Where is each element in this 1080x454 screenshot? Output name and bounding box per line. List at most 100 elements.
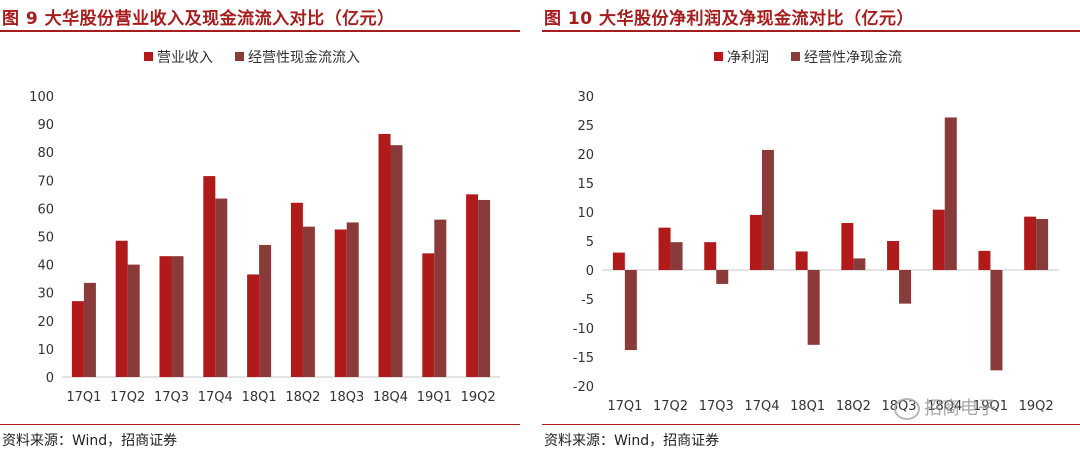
bar-17Q1-2 [624,270,637,351]
bar-18Q1-2 [807,270,820,345]
y-tick-label: 5 [586,235,594,250]
x-tick-label: 19Q1 [973,399,1008,414]
legend-swatch-2 [791,52,800,61]
x-tick-label: 19Q1 [417,390,452,405]
x-tick-label: 18Q1 [242,390,277,405]
bars [71,133,491,377]
x-tick-label: 17Q2 [653,399,688,414]
left-bottom-rule [0,424,520,425]
y-tick-label: -20 [573,380,594,395]
bar-19Q1-1 [422,253,435,377]
bar-19Q1-2 [434,219,447,377]
x-tick-label: 17Q4 [744,399,779,414]
bar-17Q3-1 [704,242,717,270]
bar-19Q2-1 [1024,216,1037,270]
bar-17Q2-2 [127,264,140,377]
left-source-note: 资料来源：Wind，招商证券 [2,433,178,449]
right-source-note: 资料来源：Wind，招商证券 [544,433,720,449]
y-tick-label: 0 [46,371,54,386]
y-tick-label: 30 [37,287,54,302]
right-title-rule [542,30,1080,32]
x-tick-label: 18Q2 [285,390,320,405]
left-figure-panel: 图 9 大华股份营业收入及现金流流入对比（亿元） 营业收入 经营性现金流流入 0 10… [0,0,520,454]
bar-18Q1-1 [795,251,808,270]
legend-label-2: 经营性现金流流入 [248,50,360,66]
legend: 净利润 经营性净现金流 [714,50,902,66]
bar-17Q1-2 [83,282,96,377]
bar-19Q1-2 [990,270,1003,371]
y-tick-label: 15 [577,177,594,192]
x-tick-label: 18Q3 [329,390,364,405]
bar-18Q2-1 [290,202,303,377]
bars [612,117,1049,371]
y-tick-label: 10 [37,343,54,358]
y-tick-label: -15 [573,351,594,366]
bar-17Q3-2 [171,256,184,377]
x-tick-label: 17Q3 [154,390,189,405]
legend: 营业收入 经营性现金流流入 [144,50,360,66]
legend-label-2: 经营性净现金流 [804,50,902,66]
bar-18Q3-2 [346,222,359,377]
left-bar-chart: 营业收入 经营性现金流流入 0 10 20 30 40 50 60 70 80 90 100 17Q1 17… [29,50,500,405]
x-tick-label: 17Q4 [198,390,233,405]
right-bar-chart: 净利润 经营性净现金流 -20 -15 -10 -5 0 5 10 15 20 25 30 17Q1 17Q… [573,50,1059,414]
y-tick-label: 20 [37,315,54,330]
y-tick-label: 100 [29,90,54,105]
bar-17Q1-1 [71,301,84,377]
y-axis: 0 10 20 30 40 50 60 70 80 90 100 [29,90,54,386]
bar-18Q1-2 [259,244,272,377]
bar-17Q4-1 [749,214,762,270]
bar-19Q2-2 [478,199,491,377]
legend-swatch-1 [144,52,153,61]
bar-18Q4-2 [390,145,403,377]
bar-18Q4-1 [932,209,945,270]
y-tick-label: -5 [581,293,594,308]
bar-18Q1-1 [247,274,260,377]
x-tick-label: 17Q3 [699,399,734,414]
y-tick-label: 40 [37,259,54,274]
bar-17Q3-2 [716,270,729,284]
y-tick-label: 90 [37,118,54,133]
bar-19Q2-2 [1036,218,1049,270]
x-tick-label: 19Q2 [461,390,496,405]
bar-18Q3-1 [334,229,347,377]
legend-swatch-2 [235,52,244,61]
bar-17Q4-1 [203,176,216,377]
y-axis: -20 -15 -10 -5 0 5 10 15 20 25 30 [573,90,594,395]
watermark-text: 招商电子 [924,398,996,419]
y-tick-label: 0 [586,264,594,279]
x-tick-label: 17Q1 [607,399,642,414]
legend-label-1: 净利润 [727,50,769,66]
y-tick-label: 70 [37,174,54,189]
bar-17Q2-2 [670,242,683,270]
y-tick-label: 80 [37,146,54,161]
x-tick-label: 18Q4 [373,390,408,405]
bar-18Q2-2 [302,226,315,377]
bar-18Q2-2 [853,258,866,270]
x-tick-label: 18Q2 [836,399,871,414]
left-figure-title: 图 9 大华股份营业收入及现金流流入对比（亿元） [2,9,395,29]
y-tick-label: 50 [37,231,54,246]
bar-18Q4-1 [378,133,391,377]
right-bottom-rule [542,424,1080,425]
bar-19Q1-1 [978,250,991,270]
y-tick-label: 30 [577,90,594,105]
right-figure-title: 图 10 大华股份净利润及净现金流对比（亿元） [544,9,914,29]
y-tick-label: 25 [577,119,594,134]
y-tick-label: 60 [37,202,54,217]
y-tick-label: -10 [573,322,594,337]
bar-17Q4-2 [761,149,774,270]
x-tick-label: 17Q1 [66,390,101,405]
bar-18Q3-2 [899,270,912,304]
bar-17Q3-1 [159,256,172,377]
bar-17Q2-1 [658,227,671,270]
legend-label-1: 营业收入 [157,50,213,66]
y-tick-label: 10 [577,206,594,221]
y-tick-label: 20 [577,148,594,163]
left-title-rule [0,30,520,32]
bar-18Q2-1 [841,223,854,270]
wechat-icon [894,398,920,420]
bar-18Q4-2 [944,117,957,271]
x-tick-label: 19Q2 [1019,399,1054,414]
bar-19Q2-1 [466,194,479,377]
